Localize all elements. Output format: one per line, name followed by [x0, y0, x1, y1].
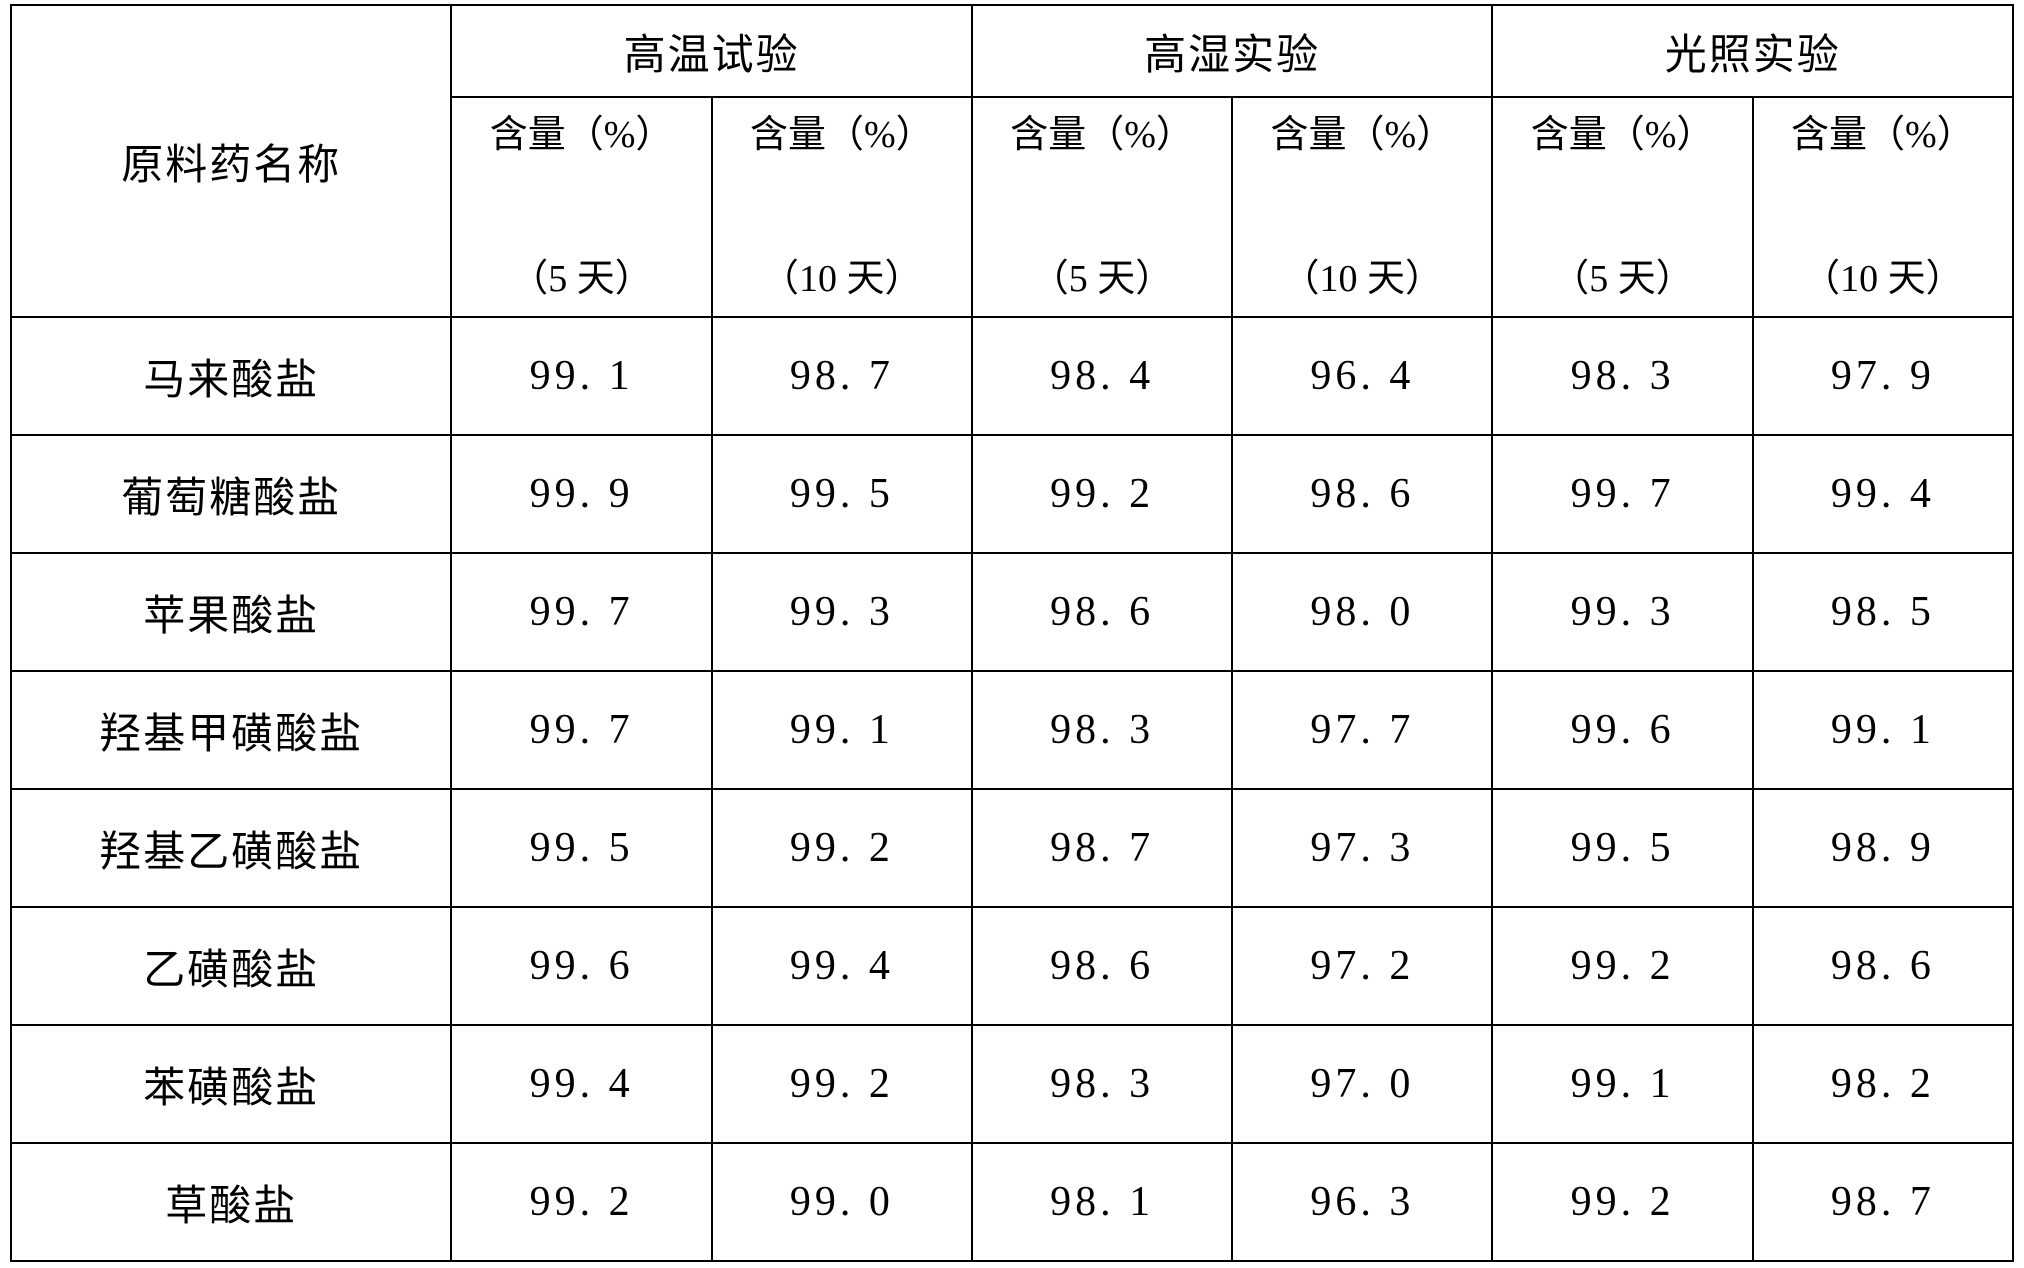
cell-value: 99. 0 [712, 1143, 972, 1261]
sub-header: 含量（%）（5 天） [1492, 97, 1752, 317]
row-name: 羟基甲磺酸盐 [11, 671, 451, 789]
cell-value: 98. 7 [1753, 1143, 2013, 1261]
cell-value: 97. 7 [1232, 671, 1492, 789]
row-name: 苯磺酸盐 [11, 1025, 451, 1143]
cell-value: 99. 7 [451, 553, 711, 671]
cell-value: 98. 5 [1753, 553, 2013, 671]
table-row: 葡萄糖酸盐 99. 9 99. 5 99. 2 98. 6 99. 7 99. … [11, 435, 2013, 553]
group-header-light: 光照实验 [1492, 5, 2013, 97]
header-row-groups: 原料药名称 高温试验 高湿实验 光照实验 [11, 5, 2013, 97]
cell-value: 99. 5 [451, 789, 711, 907]
row-name: 草酸盐 [11, 1143, 451, 1261]
table-row: 羟基甲磺酸盐 99. 7 99. 1 98. 3 97. 7 99. 6 99.… [11, 671, 2013, 789]
table-row: 乙磺酸盐 99. 6 99. 4 98. 6 97. 2 99. 2 98. 6 [11, 907, 2013, 1025]
cell-value: 99. 2 [712, 789, 972, 907]
cell-value: 98. 2 [1753, 1025, 2013, 1143]
row-name: 乙磺酸盐 [11, 907, 451, 1025]
table-row: 草酸盐 99. 2 99. 0 98. 1 96. 3 99. 2 98. 7 [11, 1143, 2013, 1261]
cell-value: 99. 5 [712, 435, 972, 553]
cell-value: 98. 6 [972, 553, 1232, 671]
cell-value: 99. 2 [712, 1025, 972, 1143]
cell-value: 98. 3 [972, 671, 1232, 789]
cell-value: 99. 2 [972, 435, 1232, 553]
cell-value: 96. 3 [1232, 1143, 1492, 1261]
sub-header: 含量（%）（10 天） [1753, 97, 2013, 317]
cell-value: 98. 7 [712, 317, 972, 435]
stability-data-table: 原料药名称 高温试验 高湿实验 光照实验 含量（%）（5 天） 含量（%）（10… [10, 4, 2014, 1262]
cell-value: 97. 2 [1232, 907, 1492, 1025]
cell-value: 98. 6 [1753, 907, 2013, 1025]
cell-value: 97. 9 [1753, 317, 2013, 435]
cell-value: 98. 1 [972, 1143, 1232, 1261]
cell-value: 99. 9 [451, 435, 711, 553]
cell-value: 99. 7 [1492, 435, 1752, 553]
cell-value: 99. 1 [451, 317, 711, 435]
cell-value: 99. 6 [1492, 671, 1752, 789]
sub-header: 含量（%）（5 天） [451, 97, 711, 317]
cell-value: 97. 0 [1232, 1025, 1492, 1143]
row-name: 葡萄糖酸盐 [11, 435, 451, 553]
cell-value: 98. 3 [972, 1025, 1232, 1143]
cell-value: 99. 4 [712, 907, 972, 1025]
cell-value: 98. 0 [1232, 553, 1492, 671]
cell-value: 99. 4 [451, 1025, 711, 1143]
cell-value: 99. 3 [1492, 553, 1752, 671]
cell-value: 98. 7 [972, 789, 1232, 907]
table-row: 苯磺酸盐 99. 4 99. 2 98. 3 97. 0 99. 1 98. 2 [11, 1025, 2013, 1143]
table-body: 马来酸盐 99. 1 98. 7 98. 4 96. 4 98. 3 97. 9… [11, 317, 2013, 1261]
cell-value: 98. 9 [1753, 789, 2013, 907]
cell-value: 98. 6 [1232, 435, 1492, 553]
group-header-high-temp: 高温试验 [451, 5, 972, 97]
cell-value: 99. 5 [1492, 789, 1752, 907]
table-row: 羟基乙磺酸盐 99. 5 99. 2 98. 7 97. 3 99. 5 98.… [11, 789, 2013, 907]
cell-value: 99. 1 [1753, 671, 2013, 789]
cell-value: 96. 4 [1232, 317, 1492, 435]
cell-value: 99. 4 [1753, 435, 2013, 553]
row-name: 苹果酸盐 [11, 553, 451, 671]
cell-value: 99. 3 [712, 553, 972, 671]
row-name: 马来酸盐 [11, 317, 451, 435]
sub-header: 含量（%）（10 天） [712, 97, 972, 317]
cell-value: 99. 1 [1492, 1025, 1752, 1143]
cell-value: 99. 6 [451, 907, 711, 1025]
sub-header: 含量（%）（5 天） [972, 97, 1232, 317]
table-row: 马来酸盐 99. 1 98. 7 98. 4 96. 4 98. 3 97. 9 [11, 317, 2013, 435]
group-header-high-humidity: 高湿实验 [972, 5, 1493, 97]
cell-value: 98. 3 [1492, 317, 1752, 435]
row-header-label: 原料药名称 [11, 5, 451, 317]
cell-value: 99. 1 [712, 671, 972, 789]
cell-value: 99. 2 [1492, 1143, 1752, 1261]
cell-value: 98. 4 [972, 317, 1232, 435]
cell-value: 99. 2 [1492, 907, 1752, 1025]
sub-header: 含量（%）（10 天） [1232, 97, 1492, 317]
cell-value: 98. 6 [972, 907, 1232, 1025]
cell-value: 97. 3 [1232, 789, 1492, 907]
table-row: 苹果酸盐 99. 7 99. 3 98. 6 98. 0 99. 3 98. 5 [11, 553, 2013, 671]
cell-value: 99. 2 [451, 1143, 711, 1261]
cell-value: 99. 7 [451, 671, 711, 789]
row-name: 羟基乙磺酸盐 [11, 789, 451, 907]
